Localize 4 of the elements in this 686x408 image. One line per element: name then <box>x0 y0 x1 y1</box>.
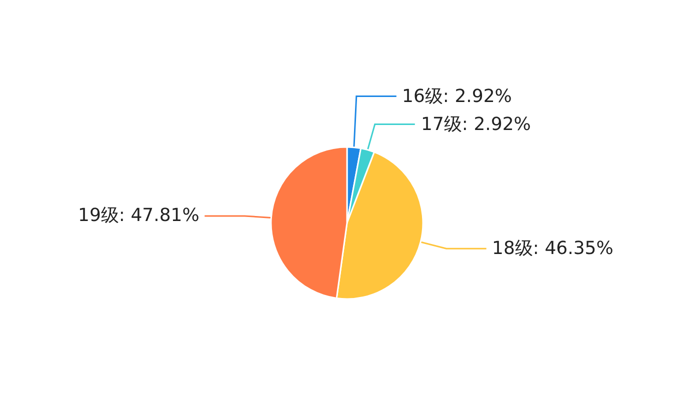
slice-label: 16级: 2.92% <box>402 86 512 107</box>
slice-label: 19级: 47.81% <box>78 205 200 226</box>
slice-label: 17级: 2.92% <box>421 114 531 135</box>
slice-label: 18级: 46.35% <box>492 238 614 259</box>
